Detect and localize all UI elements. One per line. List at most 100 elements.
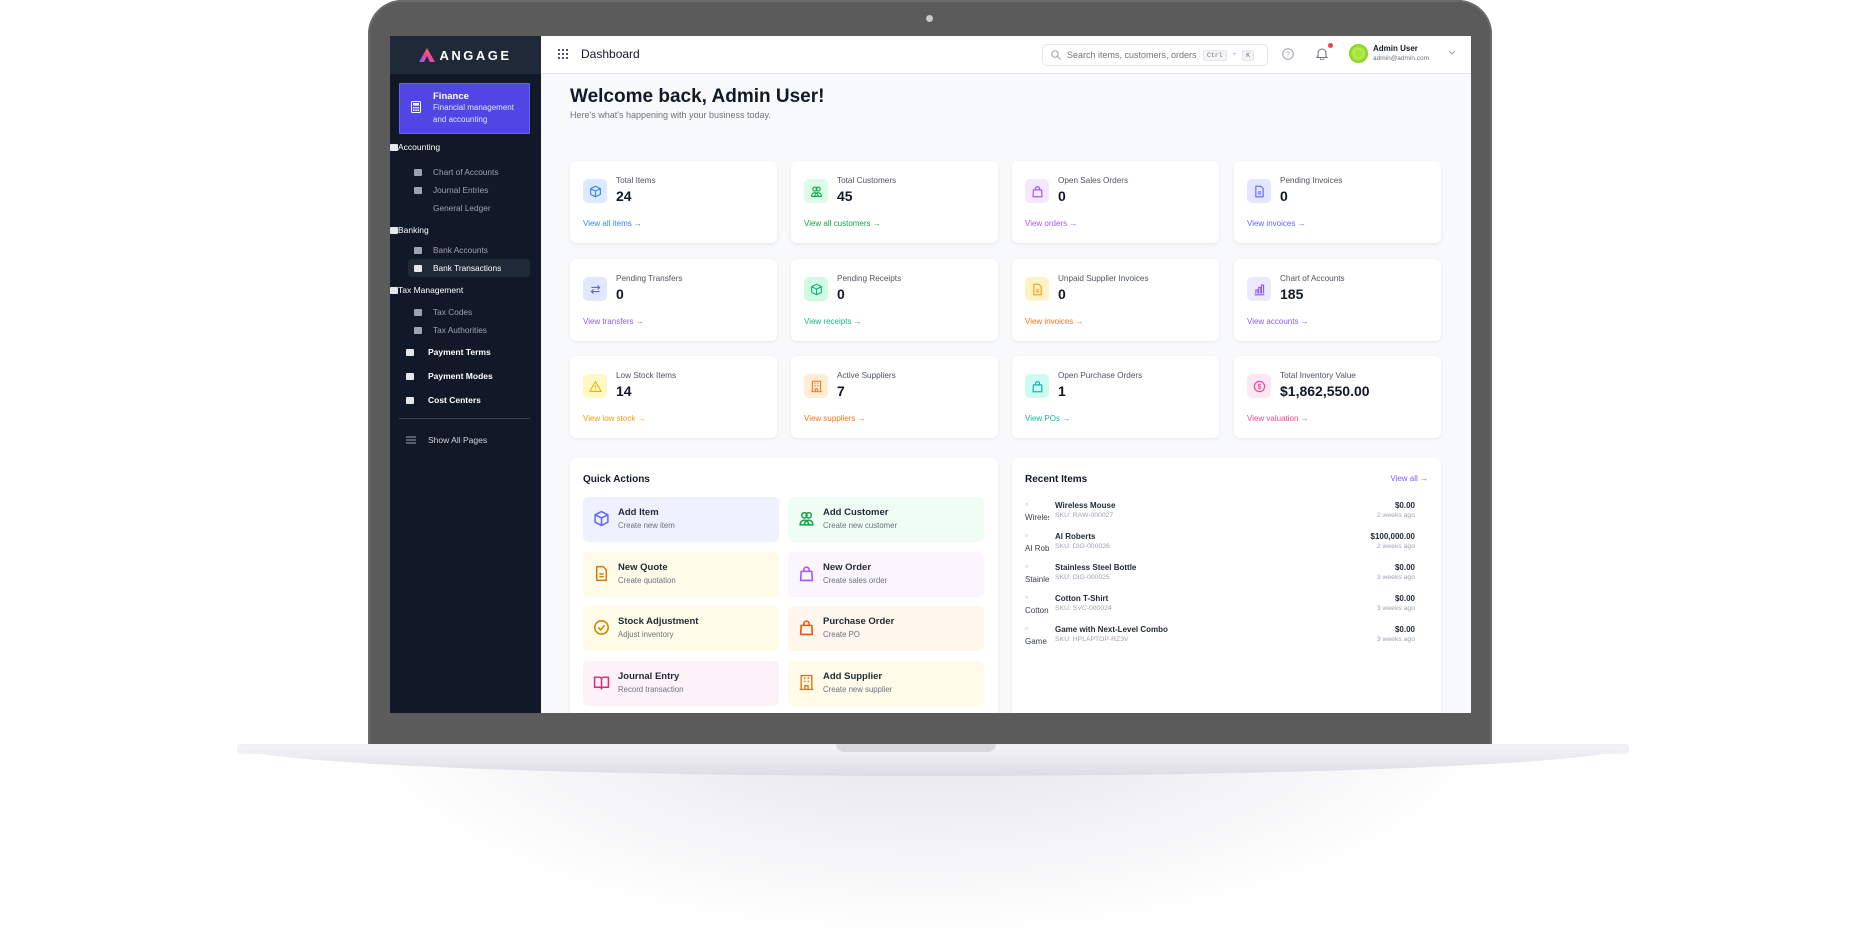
stat-link[interactable]: View suppliers → (804, 414, 866, 423)
quick-action-title: Add Supplier (823, 670, 883, 682)
users-icon (804, 179, 828, 203)
screen: ANGAGE Finance Financial management and … (390, 36, 1471, 713)
stat-link[interactable]: View accounts → (1247, 317, 1309, 326)
item-price: $0.00 (1394, 625, 1415, 634)
cube-icon (804, 277, 828, 301)
help-icon[interactable]: ? (1282, 48, 1294, 60)
bank-icon (414, 326, 422, 334)
stat-link[interactable]: View invoices → (1025, 317, 1084, 326)
sidebar-item-tax-codes[interactable]: Tax Codes (408, 303, 530, 321)
broken-image-icon: ▫Wireless Mouse (1025, 498, 1049, 524)
chevron-down-icon[interactable] (1448, 50, 1456, 55)
module-finance[interactable]: Finance Financial management and account… (399, 83, 530, 134)
quick-action-add-customer[interactable]: Add Customer Create new customer (788, 497, 984, 542)
quick-action-new-order[interactable]: New Order Create sales order (788, 551, 984, 597)
sidebar-item-label: Payment Modes (428, 371, 493, 381)
item-name: Stainless Steel Bottle (1055, 563, 1137, 572)
sidebar-item-bank-accounts[interactable]: Bank Accounts (408, 241, 530, 259)
quick-action-new-quote[interactable]: New Quote Create quotation (583, 551, 779, 597)
quick-action-desc: Create sales order (823, 575, 888, 585)
welcome-title: Welcome back, Admin User! (570, 86, 825, 107)
quick-action-title: Purchase Order (823, 616, 895, 627)
calculator-icon (411, 101, 421, 113)
stat-link[interactable]: View orders → (1025, 219, 1078, 228)
stat-link[interactable]: View low stock → (583, 414, 646, 423)
user-name[interactable]: Admin User (1373, 44, 1418, 53)
building-icon (804, 374, 828, 398)
stat-link[interactable]: View valuation → (1247, 414, 1309, 423)
dollar-icon: $ (1247, 374, 1271, 398)
bag-icon (798, 565, 815, 587)
stat-link[interactable]: View POs → (1025, 414, 1071, 423)
logo[interactable]: ANGAGE (390, 36, 541, 74)
stat-card: Total Items 24 View all items → (570, 161, 777, 243)
quick-actions-title: Quick Actions (583, 474, 650, 485)
sidebar-item-bank-transactions[interactable]: Bank Transactions (408, 259, 530, 277)
sidebar-item-label: Payment Terms (428, 347, 491, 357)
sidebar-item-general-ledger[interactable]: General Ledger (408, 199, 530, 217)
stat-value: 1 (1058, 383, 1066, 399)
sidebar-item-cost-centers[interactable]: Cost Centers (399, 390, 530, 410)
stat-value: 24 (616, 188, 632, 204)
stat-value: $1,862,550.00 (1280, 383, 1370, 399)
sidebar-item-label: General Ledger (433, 203, 491, 213)
avatar[interactable] (1349, 44, 1368, 63)
show-all-pages[interactable]: Show All Pages (399, 430, 530, 450)
view-all-link[interactable]: View all → (1390, 474, 1428, 483)
sidebar-item-journal-entries[interactable]: Journal Entries (408, 181, 530, 199)
recent-item[interactable]: ▫AI Roberts Al Roberts SKU: DIG-000026 $100… (1025, 529, 1427, 557)
building-icon (798, 674, 815, 696)
stat-link[interactable]: View all items → (583, 219, 642, 228)
quick-action-journal-entry[interactable]: Journal Entry Record transaction (583, 660, 779, 706)
sidebar-item-payment-modes[interactable]: Payment Modes (399, 366, 530, 386)
stat-label: Total Items (616, 176, 656, 185)
quick-action-purchase-order[interactable]: Purchase Order Create PO (788, 606, 984, 651)
cube-icon (583, 179, 607, 203)
item-sku: SKU: DIG-000025 (1055, 574, 1110, 581)
quick-action-stock-adjustment[interactable]: Stock Adjustment Adjust inventory (583, 606, 779, 651)
stat-card: Pending Transfers 0 View transfers → (570, 259, 777, 341)
stat-label: Total Inventory Value (1280, 371, 1356, 380)
quick-action-add-supplier[interactable]: Add Supplier Create new supplier (788, 660, 984, 706)
stat-card: Active Suppliers 7 View suppliers → (791, 356, 998, 438)
item-sku: SKU: HPLAPTOP-RZ3V (1055, 636, 1129, 643)
quick-action-add-item[interactable]: Add Item Create new item (583, 497, 779, 542)
chart-icon (1247, 277, 1271, 301)
bank-icon (390, 226, 398, 234)
bag-icon (798, 619, 815, 641)
item-age: 3 weeks ago (1376, 574, 1415, 581)
sidebar-item-tax-management[interactable]: Tax Management (390, 280, 463, 300)
sidebar-item-payment-terms[interactable]: Payment Terms (399, 342, 530, 362)
stat-label: Open Purchase Orders (1058, 371, 1143, 380)
bell-icon[interactable] (1316, 47, 1328, 60)
recent-item[interactable]: ▫Stainless Steel BottleStainless Steel B… (1025, 560, 1427, 588)
stat-card: Pending Receipts 0 View receipts → (791, 259, 998, 341)
stat-link[interactable]: View transfers → (583, 317, 644, 326)
item-name: Cotton T-Shirt (1055, 594, 1109, 603)
stat-card: Low Stock Items 14 View low stock → (570, 356, 777, 438)
sidebar-item-chart-of-accounts[interactable]: Chart of Accounts (408, 163, 530, 181)
sidebar-item-tax-authorities[interactable]: Tax Authorities (408, 321, 530, 339)
search-box[interactable]: Ctrl + K (1042, 44, 1268, 66)
sidebar-item-accounting[interactable]: Accounting (390, 137, 440, 157)
stat-link[interactable]: View all customers → (804, 219, 881, 228)
stat-link[interactable]: View invoices → (1247, 219, 1306, 228)
check-icon (593, 619, 610, 641)
recent-item[interactable]: ▫Game with Next-Level ComboGame with Nex… (1025, 622, 1427, 650)
doc-icon (1247, 179, 1271, 203)
sidebar-item-banking[interactable]: Banking (390, 220, 429, 240)
stat-card: Pending Invoices 0 View invoices → (1234, 161, 1441, 243)
stat-link[interactable]: View receipts → (804, 317, 862, 326)
welcome-subtitle: Here's what's happening with your busine… (570, 110, 771, 120)
stat-card: Total Customers 45 View all customers → (791, 161, 998, 243)
stat-label: Pending Receipts (837, 274, 902, 283)
stat-card: Open Purchase Orders 1 View POs → (1012, 356, 1219, 438)
search-input[interactable] (1067, 50, 1197, 60)
svg-text:$: $ (1257, 383, 1261, 390)
apps-grid-icon[interactable] (558, 49, 568, 59)
stat-value: 0 (616, 286, 624, 302)
laptop-notch (836, 744, 996, 752)
percent-icon (390, 286, 398, 294)
